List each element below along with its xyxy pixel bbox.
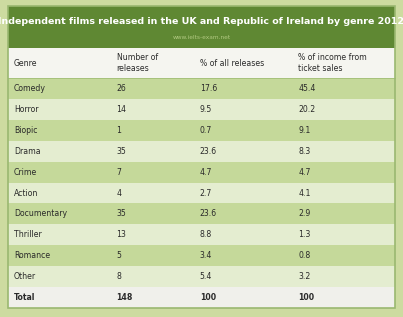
Text: Total: Total <box>14 293 35 302</box>
Bar <box>8 48 395 78</box>
Bar <box>8 120 395 141</box>
Text: Action: Action <box>14 189 38 197</box>
Text: Number of
releases: Number of releases <box>116 53 158 73</box>
Text: Independent films released in the UK and Republic of Ireland by genre 2012: Independent films released in the UK and… <box>0 17 403 26</box>
Bar <box>8 78 395 99</box>
Text: 148: 148 <box>116 293 133 302</box>
Text: 26: 26 <box>116 84 126 93</box>
Text: Other: Other <box>14 272 36 281</box>
Text: 8.3: 8.3 <box>299 147 311 156</box>
Text: Comedy: Comedy <box>14 84 46 93</box>
Text: Documentary: Documentary <box>14 210 67 218</box>
Bar <box>8 287 395 308</box>
Bar <box>8 99 395 120</box>
Text: 100: 100 <box>200 293 216 302</box>
Text: Horror: Horror <box>14 105 39 114</box>
Bar <box>8 162 395 183</box>
Text: 0.7: 0.7 <box>200 126 212 135</box>
Text: % of income from
ticket sales: % of income from ticket sales <box>299 53 367 73</box>
Text: 5.4: 5.4 <box>200 272 212 281</box>
Text: 7: 7 <box>116 168 121 177</box>
Text: 45.4: 45.4 <box>299 84 316 93</box>
Text: 23.6: 23.6 <box>200 210 217 218</box>
Bar <box>8 266 395 287</box>
Text: 8.8: 8.8 <box>200 230 212 239</box>
Text: % of all releases: % of all releases <box>200 59 264 68</box>
Text: 0.8: 0.8 <box>299 251 311 260</box>
Text: 100: 100 <box>299 293 315 302</box>
Text: 35: 35 <box>116 147 126 156</box>
Text: Biopic: Biopic <box>14 126 37 135</box>
Text: 4.7: 4.7 <box>299 168 311 177</box>
Text: 9.1: 9.1 <box>299 126 311 135</box>
Text: Romance: Romance <box>14 251 50 260</box>
Text: Drama: Drama <box>14 147 41 156</box>
Text: 1.3: 1.3 <box>299 230 311 239</box>
Text: 2.9: 2.9 <box>299 210 311 218</box>
Bar <box>8 141 395 162</box>
Text: 5: 5 <box>116 251 121 260</box>
Text: 2.7: 2.7 <box>200 189 212 197</box>
Text: 4.7: 4.7 <box>200 168 212 177</box>
Text: Genre: Genre <box>14 59 37 68</box>
Text: 13: 13 <box>116 230 127 239</box>
Text: 3.2: 3.2 <box>299 272 311 281</box>
Bar <box>8 183 395 204</box>
Text: 9.5: 9.5 <box>200 105 212 114</box>
Text: 3.4: 3.4 <box>200 251 212 260</box>
Text: 4.1: 4.1 <box>299 189 311 197</box>
Text: 20.2: 20.2 <box>299 105 316 114</box>
Text: 8: 8 <box>116 272 121 281</box>
Text: 1: 1 <box>116 126 122 135</box>
Bar <box>8 204 395 224</box>
Text: Crime: Crime <box>14 168 37 177</box>
Bar <box>8 245 395 266</box>
Text: 4: 4 <box>116 189 122 197</box>
Bar <box>8 224 395 245</box>
Text: 14: 14 <box>116 105 127 114</box>
Text: 17.6: 17.6 <box>200 84 217 93</box>
Text: 23.6: 23.6 <box>200 147 217 156</box>
Text: www.ielts-exam.net: www.ielts-exam.net <box>172 36 231 41</box>
Text: Thriller: Thriller <box>14 230 42 239</box>
Bar <box>8 6 395 48</box>
Text: 35: 35 <box>116 210 126 218</box>
